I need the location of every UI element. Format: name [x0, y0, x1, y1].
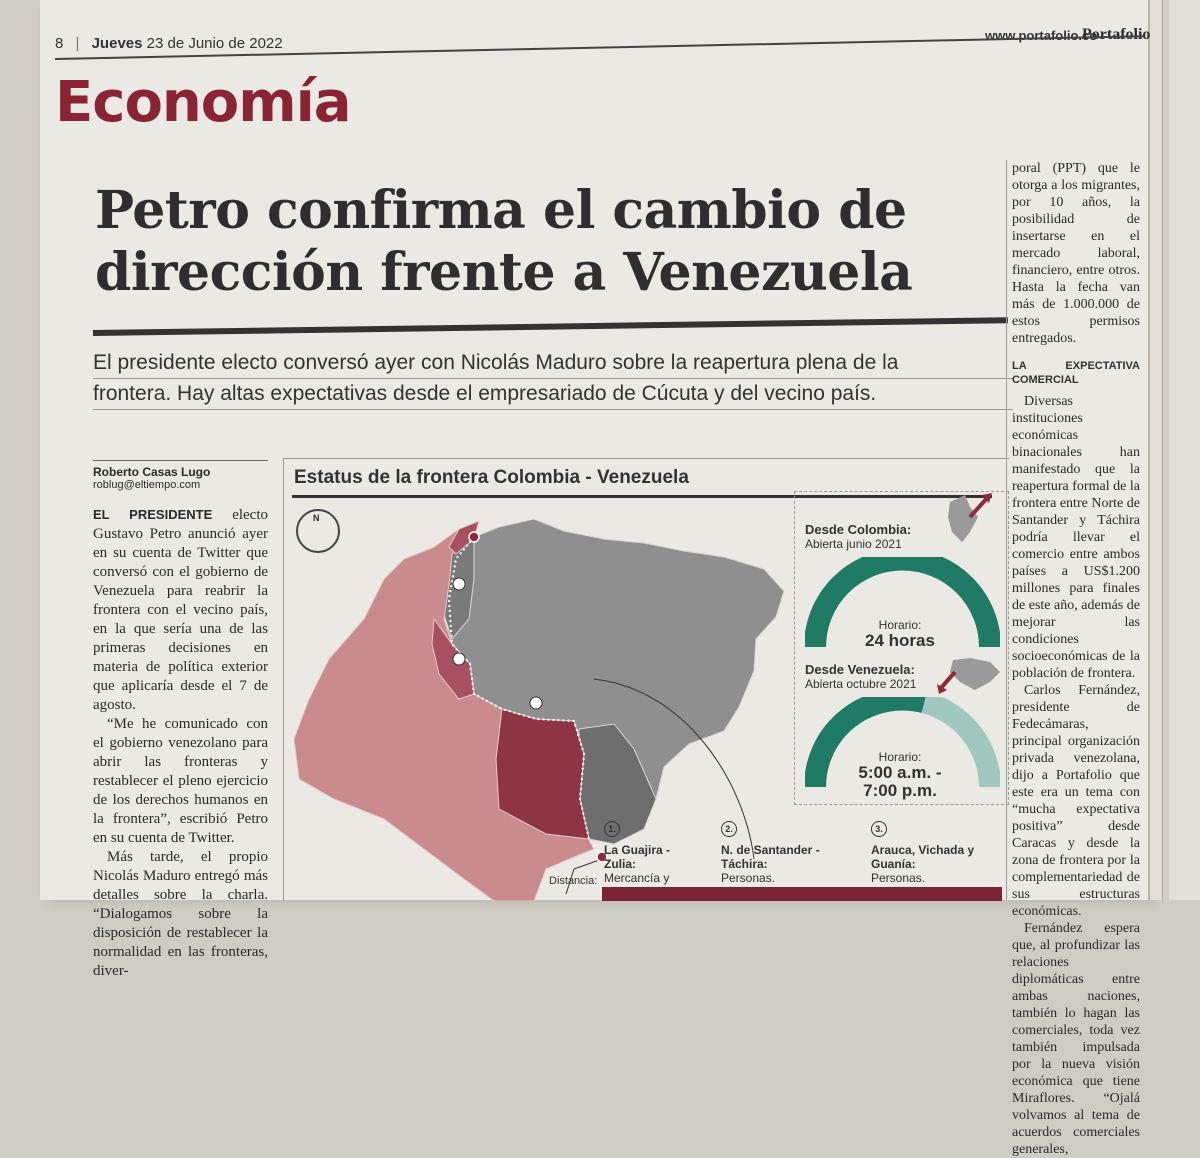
venezuela-hours-value-1: 5:00 a.m. - — [858, 763, 942, 782]
folio-separator: | — [75, 35, 80, 52]
distance-label: Distancia: — [549, 875, 598, 887]
crossing-3-desc: Personas. — [871, 871, 926, 885]
crossing-3-name: Arauca, Vichada y Guanía: — [871, 843, 975, 871]
colombia-hours-value: 24 horas — [865, 631, 935, 650]
author-email: roblug@eltiempo.com — [93, 479, 201, 491]
crossing-1-number: 1. — [604, 821, 620, 837]
gauge-colombia-fill — [805, 557, 1000, 648]
facing-page-edge — [1148, 0, 1200, 900]
right-paragraph-4: Fernández espera que, al profundizar las… — [1012, 921, 1140, 1157]
page-folio: 8 | Jueves 23 de Junio de 2022 — [55, 35, 283, 52]
gauge-venezuela-fill — [805, 697, 926, 788]
from-venezuela-status: Abierta octubre 2021 — [805, 677, 917, 691]
distance-curve — [593, 678, 755, 860]
folio-day: Jueves — [91, 35, 143, 52]
folio-date: 23 de Junio de 2022 — [146, 35, 283, 52]
headline: Petro confirma el cambio de dirección fr… — [95, 180, 995, 304]
deck-line-1: El presidente electo conversó ayer con N… — [93, 348, 1013, 379]
venezuela-hours: Horario: 5:00 a.m. - 7:00 p.m. — [850, 750, 950, 800]
crossing-dot-bottom — [596, 851, 608, 863]
crossing-2-desc: Personas. — [721, 871, 776, 885]
infographic-title: Estatus de la frontera Colombia - Venezu… — [294, 467, 689, 488]
crossing-2-number: 2. — [721, 821, 737, 837]
page-number: 8 — [55, 35, 64, 52]
venezuela-hours-label: Horario: — [878, 750, 922, 764]
website-url: www.portafolio.co — [985, 28, 1098, 43]
paragraph-2: “Me he comunicado con el gobierno venezo… — [93, 716, 268, 846]
venezuela-hours-value-2: 7:00 p.m. — [863, 781, 937, 800]
marker-1 — [452, 577, 466, 591]
article-body-right: poral (PPT) que le otorga a los migrante… — [1012, 160, 1140, 1158]
distance-bar — [602, 887, 1002, 901]
paragraph-3: Más tarde, el propio Nicolás Maduro entr… — [93, 849, 268, 979]
right-paragraph-1: poral (PPT) que le otorga a los migrante… — [1012, 161, 1140, 346]
crossing-3-number: 3. — [871, 821, 887, 837]
border-map — [293, 518, 785, 901]
crossing-2-name: N. de Santander - Táchira: — [721, 843, 820, 871]
deck-line-2: frontera. Hay altas expectativas desde e… — [93, 379, 1013, 410]
from-colombia-heading: Desde Colombia: — [805, 522, 912, 537]
article-body-left: EL PRESIDENTE electo Gustavo Petro anunc… — [93, 505, 268, 981]
marker-2 — [452, 652, 466, 666]
venezuela-mini-map-icon — [937, 658, 1000, 694]
compass-north-label: N — [313, 513, 320, 523]
page-stack — [1162, 0, 1169, 900]
headline-line-2: dirección frente a Venezuela — [95, 242, 913, 303]
subhead: LA EXPECTATIVA COMERCIAL — [1012, 360, 1140, 386]
column-divider — [1006, 160, 1007, 900]
infographic-title-rule — [292, 495, 992, 498]
colombia-mini-map-icon — [948, 493, 992, 542]
crossing-3: 3. Arauca, Vichada y Guanía: Personas. — [871, 821, 1011, 885]
guajira-region — [448, 520, 480, 555]
byline: Roberto Casas Lugo roblug@eltiempo.com — [93, 460, 268, 491]
headline-line-1: Petro confirma el cambio de — [95, 180, 907, 241]
right-paragraph-2: Diversas instituciones económicas binaci… — [1012, 394, 1140, 681]
border-infographic: Estatus de la frontera Colombia - Venezu… — [283, 458, 1009, 901]
crossing-dot-top — [468, 531, 480, 543]
author-name: Roberto Casas Lugo — [93, 465, 211, 479]
paragraph-1-text: electo Gustavo Petro anunció ayer en su … — [93, 507, 268, 713]
crossing-2: 2. N. de Santander - Táchira: Personas. — [721, 821, 866, 885]
compass-icon: N — [296, 509, 340, 553]
crossing-1-name: La Guajira - Zulia: — [604, 843, 671, 871]
marker-3 — [529, 696, 543, 710]
brand-logo: Portafolio — [1082, 26, 1151, 43]
from-colombia-status: Abierta junio 2021 — [805, 537, 902, 551]
section-title: Economía — [55, 70, 352, 135]
deck: El presidente electo conversó ayer con N… — [93, 348, 1013, 410]
distance-arrow — [565, 858, 603, 895]
right-paragraph-3: Carlos Fernández, presidente de Fedecáma… — [1012, 683, 1140, 919]
border-line — [447, 536, 603, 860]
gauge-colombia — [805, 557, 1000, 648]
status-panel: Desde Colombia: Abierta junio 2021 Horar… — [794, 491, 1009, 805]
lead-in: EL PRESIDENTE — [93, 507, 213, 522]
from-venezuela-heading: Desde Venezuela: — [805, 662, 915, 677]
gauge-venezuela — [805, 697, 1000, 788]
paragraph-1: EL PRESIDENTE electo Gustavo Petro anunc… — [93, 505, 268, 715]
colombia-hours-label: Horario: — [878, 618, 922, 632]
colombia-hours: Horario: 24 horas — [850, 618, 950, 650]
